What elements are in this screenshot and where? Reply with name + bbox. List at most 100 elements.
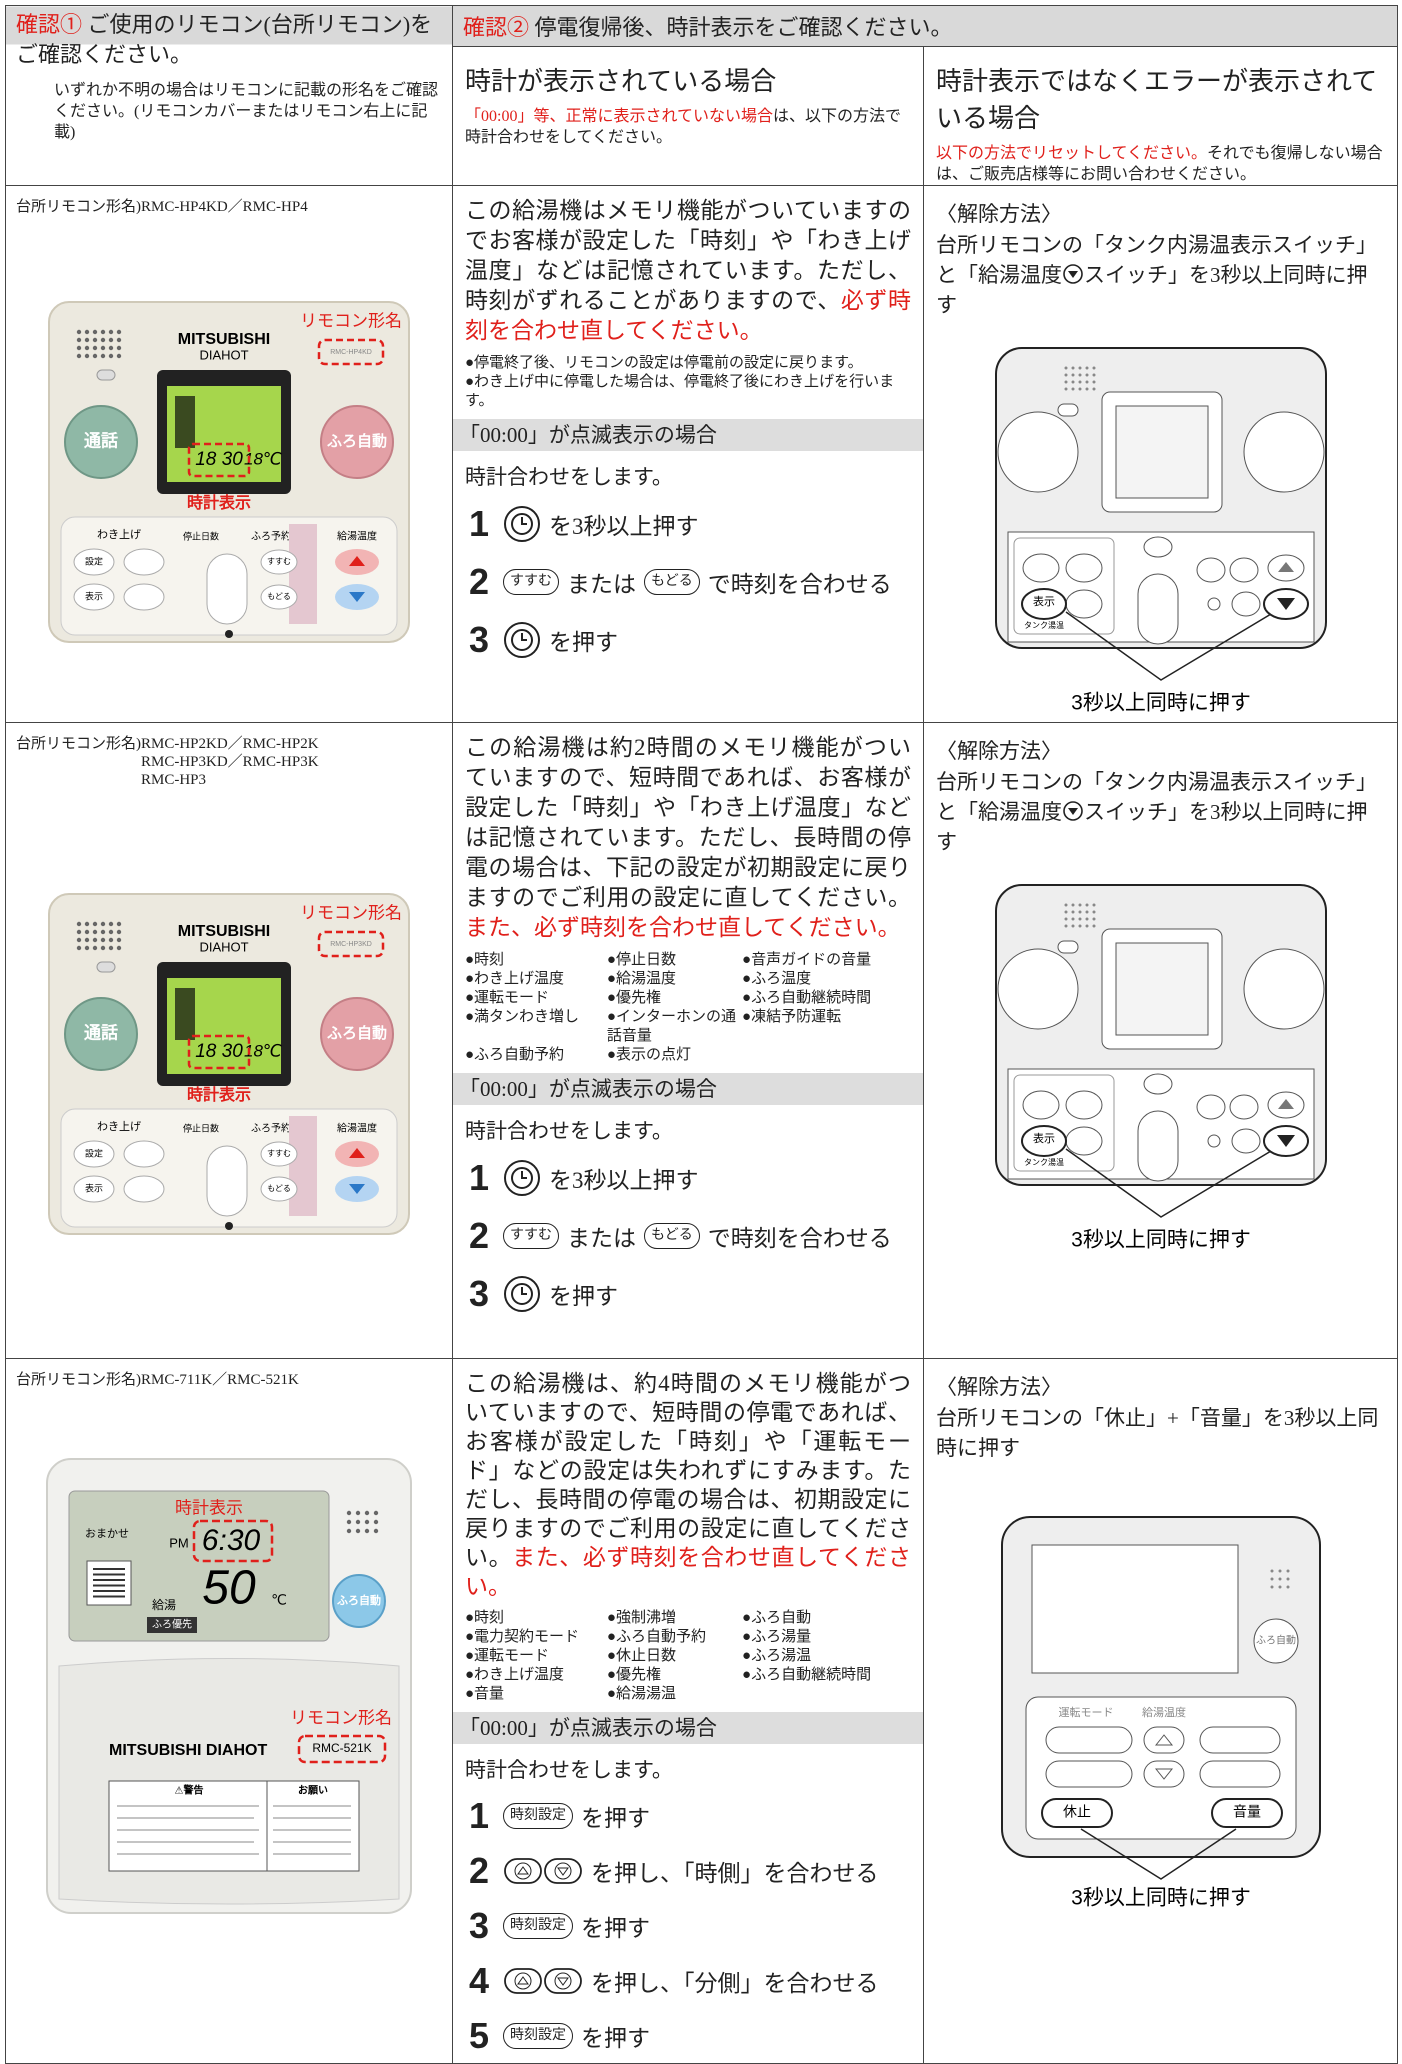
clock-cell: この給湯機はメモリ機能がついていますのでお客様が設定した「時刻」や「わき上げ温度… <box>452 185 924 723</box>
circle <box>1071 903 1074 907</box>
circle <box>225 630 233 638</box>
text: 通話 <box>84 431 118 450</box>
circle <box>332 1574 386 1628</box>
circle <box>1085 917 1088 921</box>
description-warning: 必ず時刻を合わせ直してください。 <box>465 288 911 343</box>
circle <box>92 329 98 335</box>
item: ●表示の点灯 <box>606 1047 691 1063</box>
description: この給湯機はメモリ機能がついていますのでお客様が設定した「時刻」や「わき上げ温度… <box>453 186 923 352</box>
circle <box>997 948 1078 1030</box>
item: ●ふろ温度 <box>742 971 812 987</box>
circle <box>116 345 122 351</box>
step-number: 4 <box>469 1959 490 2001</box>
circle <box>116 353 122 359</box>
circle <box>1071 917 1074 921</box>
text: 18 30 <box>195 1041 243 1062</box>
circle <box>511 1167 533 1189</box>
clock-button-icon <box>504 1276 540 1312</box>
check2-title: 停電復帰後、時計表示をご確認ください。 <box>534 15 953 40</box>
circle <box>1071 387 1074 391</box>
button-label: 時刻設定 <box>503 1802 573 1829</box>
model-label-text: 台所リモコン形名) <box>16 1372 141 1388</box>
circle <box>92 937 98 943</box>
item: ●ふろ自動継続時間 <box>742 990 872 1006</box>
rect <box>1115 405 1208 499</box>
power-recovery-table: 確認① ご使用のリモコン(台所リモコン)をご確認ください。 いずれか不明の場合は… <box>5 5 1398 2064</box>
step: 3 時刻設定 を押す <box>453 1898 923 1953</box>
item: ●給湯湯温 <box>606 1686 676 1702</box>
rect <box>96 369 116 381</box>
text: ふろ自動 <box>327 1024 387 1042</box>
error-case-note: 以下の方法でリセットしてください。それでも復帰しない場合は、ご販売店様等にお問い… <box>936 143 1385 185</box>
remote-photo: MITSUBISHI DIAHOT リモコン形名 RMC-HP3KD 18 30… <box>48 893 410 1235</box>
clock-button-icon <box>504 1160 540 1196</box>
ellipse <box>1229 557 1258 583</box>
text: ふろ自動 <box>1256 1634 1296 1647</box>
text: 給湯温度 <box>1142 1706 1186 1719</box>
circle <box>355 1510 361 1516</box>
circle <box>1071 380 1074 384</box>
path <box>521 517 527 525</box>
path <box>1276 598 1295 610</box>
text: 時計表示 <box>187 1085 251 1104</box>
text: 表示 <box>1033 595 1055 608</box>
rect <box>544 1967 582 1994</box>
circle <box>76 345 82 351</box>
button-label: すすむ <box>503 1223 559 1249</box>
rect <box>175 988 195 1040</box>
circle <box>1207 597 1220 611</box>
release-instructions: 台所リモコンの「休止」+「音量」を3秒以上同時に押す <box>924 1403 1397 1463</box>
circle <box>100 945 106 951</box>
model-name: RMC-711K／RMC-521K <box>141 1372 299 1388</box>
circle <box>1071 910 1074 914</box>
intro: 時計合わせをします。 <box>465 1758 673 1782</box>
path <box>521 1287 527 1295</box>
item: ●わき上げ中に停電した場合は、停電終了後にわき上げを行います。 <box>465 374 895 409</box>
ellipse <box>1196 1094 1225 1120</box>
description-warning: また、必ず時刻を合わせ直してください。 <box>465 915 901 940</box>
circle <box>100 353 106 359</box>
tbody: 確認① ご使用のリモコン(台所リモコン)をご確認ください。 いずれか不明の場合は… <box>5 5 1398 2064</box>
step: 4 を押し、「分側」を合わせる <box>453 1953 923 2008</box>
check1-note: いずれか不明の場合はリモコンに記載の形名をご確認ください。(リモコンカバーまたは… <box>54 82 439 141</box>
description-text: この給湯機は、約4時間のメモリ機能がついていますので、短時間の停電であれば、お客… <box>465 1371 911 1570</box>
tr: 台所リモコン形名) RMC-HP4KD／RMC-HP4 MITSUBISHI DI… <box>5 185 1398 723</box>
circle <box>76 929 82 935</box>
circle <box>92 945 98 951</box>
item: ●インターホンの通話音量 <box>606 1009 736 1044</box>
path <box>1154 1734 1173 1746</box>
circle <box>1085 903 1088 907</box>
circle <box>1064 910 1067 914</box>
rect <box>86 1560 132 1606</box>
step-text: を押す <box>581 1915 650 1941</box>
rect <box>206 553 248 625</box>
text: タンク湯温 <box>1024 1157 1064 1167</box>
path <box>1080 1828 1236 1880</box>
text: 6:30 <box>202 1524 261 1557</box>
item: ●わき上げ温度 <box>465 1667 565 1683</box>
release-text: 台所リモコンの「タンク内湯温表示スイッチ」と「給湯温度 <box>936 770 1377 824</box>
item: ●運転モード <box>465 990 550 1006</box>
circle <box>1071 366 1074 370</box>
clock-button-icon <box>504 506 540 542</box>
step: 3 を押す <box>453 1265 923 1323</box>
clock-button-icon <box>504 622 540 658</box>
text: 18 30 <box>195 449 243 470</box>
ellipse <box>1065 553 1102 583</box>
circle <box>1207 1134 1220 1148</box>
item: ●音量 <box>465 1686 505 1702</box>
circle <box>1064 366 1067 370</box>
text: お願い <box>298 1785 328 1797</box>
step: 3 を押す <box>453 611 923 669</box>
text: 表示 <box>85 1183 103 1193</box>
item-list: ●停電終了後、リモコンの設定は停電前の設定に戻ります。 ●わき上げ中に停電した場合… <box>453 352 923 419</box>
rect <box>175 396 195 448</box>
text: 3秒以上同時に押す <box>1071 692 1251 715</box>
path <box>1276 1135 1295 1147</box>
rect <box>1210 1798 1283 1828</box>
rect <box>544 1857 582 1884</box>
item-list: ●時刻 ●停止日数 ●音声ガイドの音量 ●わき上げ温度 ●給湯温度 ●ふろ温度 ●運転モード… <box>453 949 923 1073</box>
reset-cell: 〈解除方法〉 台所リモコンの「休止」+「音量」を3秒以上同時に押す ふろ自動 運… <box>923 1358 1398 2064</box>
step-number: 1 <box>469 1157 490 1198</box>
text: ふろ予約 <box>251 530 291 543</box>
